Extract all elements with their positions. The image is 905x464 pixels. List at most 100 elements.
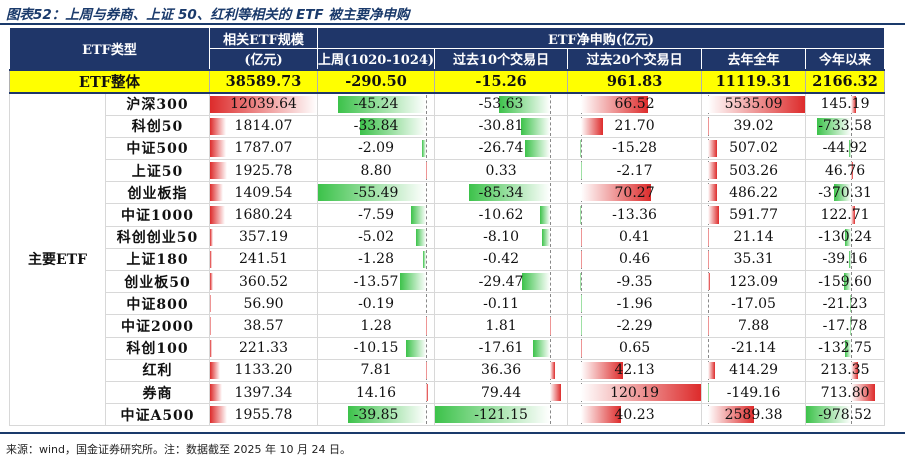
value-cell-d20: 66.52 [567,92,703,116]
data-bar [849,250,852,268]
table-row: 科创50 1814.07 -33.84 -30.81 21.70 39.02 -733.58 [10,114,886,138]
value-text: 122.71 [820,207,870,224]
value-cell-d20: 0.41 [567,225,703,249]
zero-line [549,405,552,425]
table-row: 中证500 1787.07 -2.09 -26.74 -15.28 507.02 -44.9… [10,136,886,161]
value-cell-d10: -17.61 [434,336,569,360]
data-bar [579,139,582,158]
data-bar [416,228,426,246]
data-bar [210,117,227,135]
value-cell-d10: -121.15 [434,403,569,427]
value-text: 213.35 [820,362,870,379]
data-bar [210,162,228,180]
data-bar [542,228,550,246]
value-cell-ytd: -978.52 [805,403,886,427]
data-bar [851,361,859,379]
group-label: 主要ETF [9,91,106,427]
value-cell-ytd: 145.19 [805,92,886,116]
data-bar [708,206,719,224]
data-bar [708,361,716,379]
value-cell-lastyear: 507.02 [701,136,807,161]
data-bar [581,95,648,113]
data-bar [469,184,550,202]
table-row: 创业板50 360.52 -13.57 -29.47 -9.35 123.09 -159.6… [10,269,886,294]
zero-line [549,249,552,269]
zero-line [549,116,552,136]
value-text: -29.47 [478,273,524,290]
value-cell-week: 1.28 [316,314,436,338]
value-cell-d10: 0.33 [434,159,569,183]
value-text: -1.28 [358,251,394,268]
value-text: -7.59 [358,207,394,224]
data-bar [850,295,852,313]
zero-line [581,316,583,336]
data-bar [834,184,852,202]
value-text: -55.49 [353,184,399,201]
zero-line [581,249,583,269]
value-cell-scale: 357.19 [209,225,318,249]
value-text: 1925.78 [234,162,293,179]
zero-line [549,138,552,159]
data-bar [851,206,856,224]
etf-name: 科创50 [105,114,210,138]
zero-line [425,405,428,425]
value-cell-week: -5.02 [316,225,436,249]
zero-line [851,272,853,292]
data-bar [708,184,717,202]
table-row: 中证800 56.90 -0.19 -0.11 -1.96 -17.05 -21.23 [10,292,886,316]
value-text: 38.57 [243,317,284,334]
value-text: -17.78 [822,317,868,334]
value-cell-week: 7.81 [316,358,436,382]
value-cell-d10: 36.36 [434,358,569,382]
etf-name: 券商 [105,380,210,405]
value-text: 1.81 [485,317,517,334]
data-bar [851,95,857,113]
total-10d: -15.26 [434,68,569,94]
value-cell-d20: -15.28 [567,136,703,161]
value-text: 486.22 [729,184,779,201]
value-text: -44.92 [822,140,868,157]
value-cell-ytd: -132.75 [805,336,886,360]
value-text: 1409.54 [234,184,293,201]
data-bar [524,139,550,158]
value-cell-d20: -9.35 [567,269,703,294]
zero-line [425,183,428,203]
value-text: 0.33 [485,162,517,179]
value-text: -10.62 [478,207,524,224]
value-cell-lastyear: 2589.38 [701,403,807,427]
value-cell-scale: 1397.34 [209,380,318,405]
data-bar [581,184,652,202]
data-bar [580,273,582,291]
table-row: 中证A500 1955.78 -39.85 -121.15 40.23 2589.38 -9… [10,403,886,427]
value-cell-scale: 1787.07 [209,136,318,161]
etf-name: 科创100 [105,336,210,360]
etf-name: 沪深300 [105,92,210,116]
value-cell-d10: -0.42 [434,247,569,272]
value-text: 1680.24 [234,207,293,224]
value-text: -45.24 [353,96,399,113]
value-text: -39.85 [353,406,399,423]
header-etf-type: ETF类型 [9,27,210,70]
value-cell-scale: 1814.07 [209,114,318,138]
zero-line [851,249,853,269]
value-cell-lastyear: 414.29 [701,358,807,382]
zero-line [708,382,710,403]
value-text: -5.02 [358,229,394,246]
value-cell-d20: 0.65 [567,336,703,360]
value-text: 8.80 [360,162,392,179]
table-row: 红利 1133.20 7.81 36.36 42.13 414.29 213.35 [10,358,886,382]
value-text: 1.28 [360,317,392,334]
value-text: 591.77 [729,207,779,224]
value-cell-lastyear: 591.77 [701,203,807,227]
etf-name: 创业板指 [105,181,210,205]
zero-line [425,116,428,136]
data-bar [708,250,709,268]
etf-name: 红利 [105,358,210,382]
zero-line [549,294,552,314]
data-bar [435,406,550,424]
value-text: 0.46 [618,251,651,268]
etf-name: 创业板50 [105,269,210,294]
zero-line [851,227,853,247]
value-cell-scale: 12039.64 [209,92,318,116]
value-text: -370.31 [818,184,872,201]
